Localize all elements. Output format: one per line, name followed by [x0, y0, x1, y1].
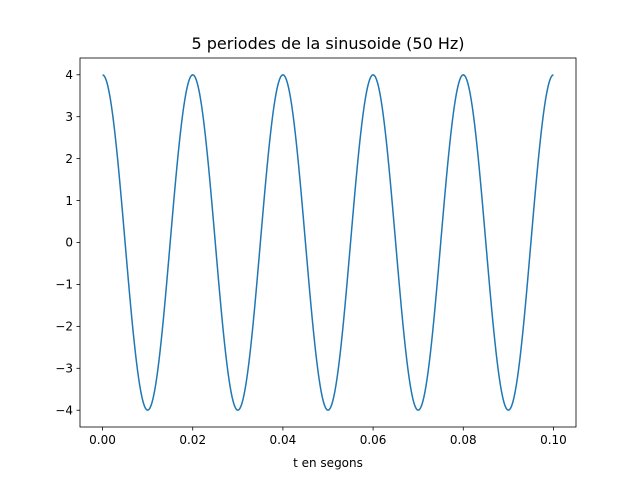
y-tick-label: 4	[65, 68, 73, 82]
x-tick-label: 0.04	[270, 433, 297, 447]
y-tick-label: 3	[65, 110, 73, 124]
x-tick-label: 0.00	[89, 433, 116, 447]
y-tick-label: 0	[65, 236, 73, 250]
y-tick-label: −4	[55, 403, 73, 417]
y-tick-label: 1	[65, 194, 73, 208]
x-tick-label: 0.02	[179, 433, 206, 447]
x-tick-label: 0.10	[540, 433, 567, 447]
x-tick-label: 0.08	[450, 433, 477, 447]
plot-area	[102, 74, 554, 411]
x-axis-label: t en segons	[293, 456, 363, 470]
y-tick-label: −2	[55, 320, 73, 334]
y-tick-label: −3	[55, 361, 73, 375]
axes-frame	[79, 57, 577, 428]
y-axis: −4 −3 −2 −1 0 1 2 3 4	[55, 68, 80, 417]
y-tick-label: −1	[55, 278, 73, 292]
y-tick-label: 2	[65, 152, 73, 166]
x-tick-label: 0.06	[360, 433, 387, 447]
x-axis: 0.00 0.02 0.04 0.06 0.08 0.10	[89, 427, 567, 447]
series-line-sinusoid	[102, 74, 554, 411]
chart-title: 5 periodes de la sinusoide (50 Hz)	[192, 34, 465, 53]
